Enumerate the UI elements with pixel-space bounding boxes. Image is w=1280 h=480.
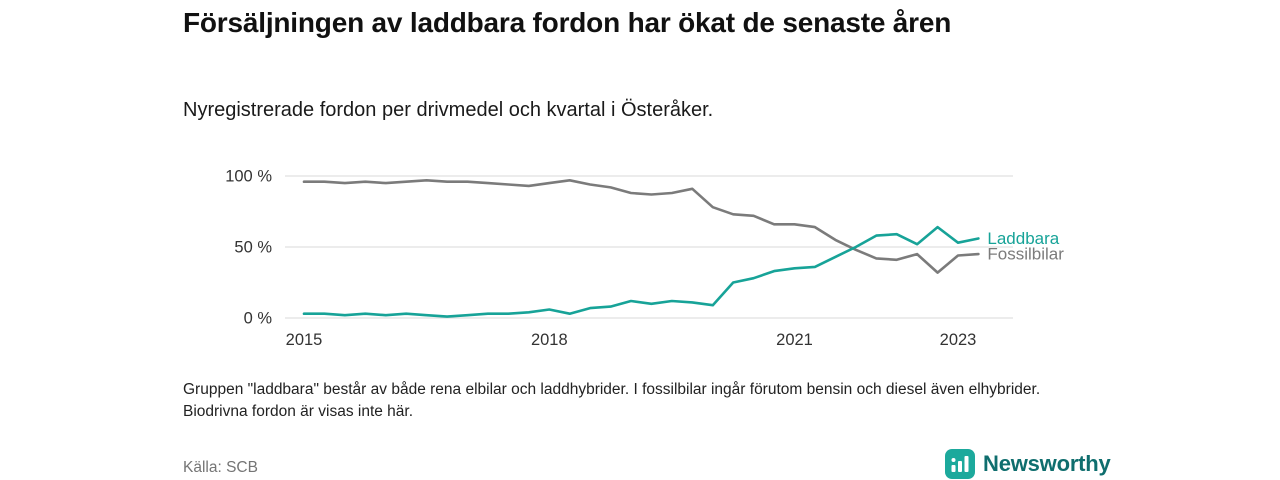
chart-subtitle: Nyregistrerade fordon per drivmedel och … bbox=[183, 99, 714, 121]
line-chart-svg: 100 % 50 % 0 % 2015 2018 2021 2023 LaddbaraFoss… bbox=[225, 168, 1064, 350]
newsworthy-logo-text: Newsworthy bbox=[983, 451, 1111, 476]
line-chart: 100 % 50 % 0 % 2015 2018 2021 2023 Laddbara Foss… bbox=[185, 148, 1085, 360]
svg-text:2018: 2018 bbox=[531, 331, 568, 349]
svg-text:0 %: 0 % bbox=[244, 310, 273, 328]
svg-text:2021: 2021 bbox=[776, 331, 813, 349]
newsworthy-logo[interactable]: Newsworthy bbox=[945, 449, 1111, 479]
svg-text:50 %: 50 % bbox=[234, 239, 272, 257]
svg-text:Fossilbilar: Fossilbilar bbox=[987, 245, 1064, 264]
svg-text:100 %: 100 % bbox=[225, 168, 272, 186]
svg-text:2015: 2015 bbox=[286, 331, 323, 349]
source-label: Källa: SCB bbox=[183, 459, 258, 476]
svg-text:Laddbara: Laddbara bbox=[987, 229, 1059, 248]
chart-footnote: Gruppen "laddbara" består av både rena e… bbox=[183, 381, 1041, 420]
chart-title: Försäljningen av laddbara fordon har öka… bbox=[183, 7, 952, 38]
newsworthy-logo-icon bbox=[945, 449, 975, 479]
svg-text:2023: 2023 bbox=[940, 331, 977, 349]
